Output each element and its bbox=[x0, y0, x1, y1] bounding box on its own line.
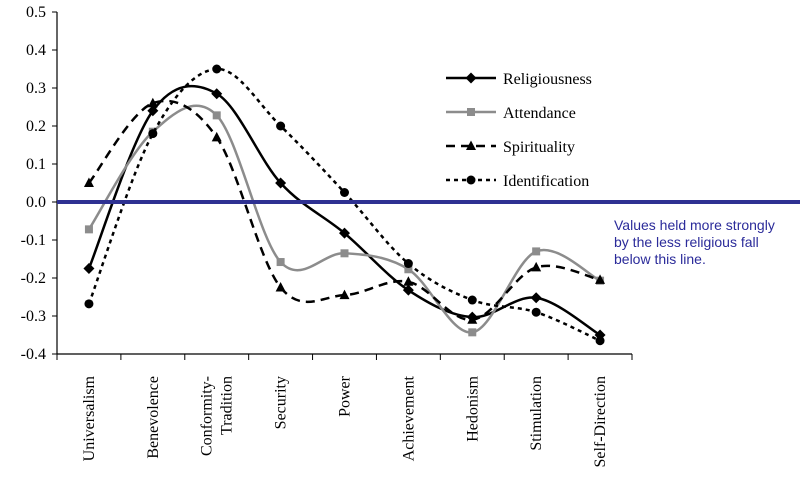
data-point-identification bbox=[84, 299, 94, 309]
series-line-identification bbox=[87, 67, 601, 342]
y-tick-label: -0.4 bbox=[21, 346, 46, 363]
y-tick-label: -0.2 bbox=[21, 270, 46, 287]
category-label-self-direction: Self-Direction bbox=[592, 376, 609, 468]
y-axis: 0.5 0.4 0.3 0.2 0.1 0.0 -0.1 -0.2 -0.3 -0.4 bbox=[21, 4, 58, 363]
legend-label: Identification bbox=[503, 173, 589, 190]
data-point-identification bbox=[467, 295, 477, 305]
legend-item-identification: Identification bbox=[446, 173, 589, 190]
series-identification bbox=[84, 64, 605, 346]
y-tick-label: 0.3 bbox=[26, 80, 46, 97]
data-point-religiousness bbox=[530, 292, 542, 304]
data-point-religiousness bbox=[402, 284, 414, 296]
y-tick-label: 0.1 bbox=[26, 156, 46, 173]
category-label-conformity-tradition: Conformity- bbox=[199, 376, 216, 456]
legend-label: Attendance bbox=[503, 105, 576, 122]
data-point-spirituality bbox=[275, 282, 286, 292]
data-point-attendance bbox=[468, 328, 477, 337]
data-point-spirituality bbox=[467, 314, 478, 324]
data-point-identification bbox=[340, 188, 349, 197]
data-point-attendance bbox=[340, 249, 349, 258]
data-point-identification bbox=[212, 64, 222, 74]
legend-marker bbox=[465, 72, 477, 84]
legend-item-attendance: Attendance bbox=[446, 105, 576, 122]
category-label-universalism: Universalism bbox=[81, 375, 98, 461]
y-tick-label: -0.1 bbox=[21, 232, 46, 249]
data-point-spirituality bbox=[339, 289, 350, 300]
category-label-stimulation: Stimulation bbox=[528, 376, 545, 451]
category-label-hedonism: Hedonism bbox=[464, 375, 481, 441]
data-point-attendance bbox=[84, 225, 93, 234]
data-point-spirituality bbox=[403, 276, 414, 286]
data-point-religiousness bbox=[211, 88, 223, 100]
category-label-security: Security bbox=[273, 376, 290, 429]
data-point-identification bbox=[531, 307, 541, 317]
data-point-religiousness bbox=[339, 227, 350, 239]
data-point-identification bbox=[148, 129, 158, 139]
category-label-achievement: Achievement bbox=[400, 375, 417, 461]
legend-item-religiousness: Religiousness bbox=[446, 71, 592, 88]
series-layer bbox=[83, 64, 606, 346]
category-label-benevolence: Benevolence bbox=[145, 376, 162, 459]
data-point-spirituality bbox=[595, 274, 606, 284]
data-point-spirituality bbox=[531, 261, 542, 272]
legend-item-spirituality: Spirituality bbox=[446, 139, 575, 156]
data-point-spirituality bbox=[147, 97, 158, 108]
series-line-spirituality bbox=[87, 99, 601, 322]
y-tick-label: 0.4 bbox=[26, 42, 46, 59]
data-point-identification bbox=[595, 336, 605, 346]
y-tick-label: 0.5 bbox=[26, 4, 46, 21]
legend-label: Religiousness bbox=[503, 71, 592, 88]
data-point-attendance bbox=[532, 247, 541, 256]
legend: Religiousness Attendance Spirituality Ident… bbox=[446, 71, 592, 190]
category-label-conformity-tradition: Tradition bbox=[219, 376, 236, 435]
legend-marker bbox=[466, 175, 476, 185]
series-line-attendance bbox=[87, 104, 601, 334]
data-point-religiousness bbox=[83, 263, 95, 274]
y-tick-label: -0.3 bbox=[21, 308, 46, 325]
data-point-identification bbox=[276, 121, 286, 131]
annotation-line: by the less religious fall bbox=[614, 234, 759, 250]
annotation-line: below this line. bbox=[614, 251, 706, 267]
legend-label: Spirituality bbox=[503, 139, 575, 156]
legend-marker bbox=[467, 108, 475, 116]
data-point-religiousness bbox=[275, 177, 287, 189]
data-point-attendance bbox=[212, 111, 221, 120]
y-tick-label: 0.2 bbox=[26, 118, 46, 135]
legend-marker bbox=[466, 140, 476, 150]
data-point-attendance bbox=[276, 258, 285, 267]
data-point-spirituality bbox=[83, 177, 94, 187]
annotation-line: Values held more strongly bbox=[614, 217, 775, 233]
data-point-spirituality bbox=[211, 131, 222, 142]
category-label-power: Power bbox=[337, 375, 354, 417]
x-axis: Universalism Benevolence Conformity- Tradit… bbox=[56, 353, 633, 468]
data-point-identification bbox=[403, 259, 413, 269]
data-point-religiousness bbox=[147, 105, 159, 117]
data-point-attendance bbox=[404, 265, 413, 274]
series-spirituality bbox=[83, 97, 606, 324]
y-tick-label: 0.0 bbox=[26, 194, 46, 211]
